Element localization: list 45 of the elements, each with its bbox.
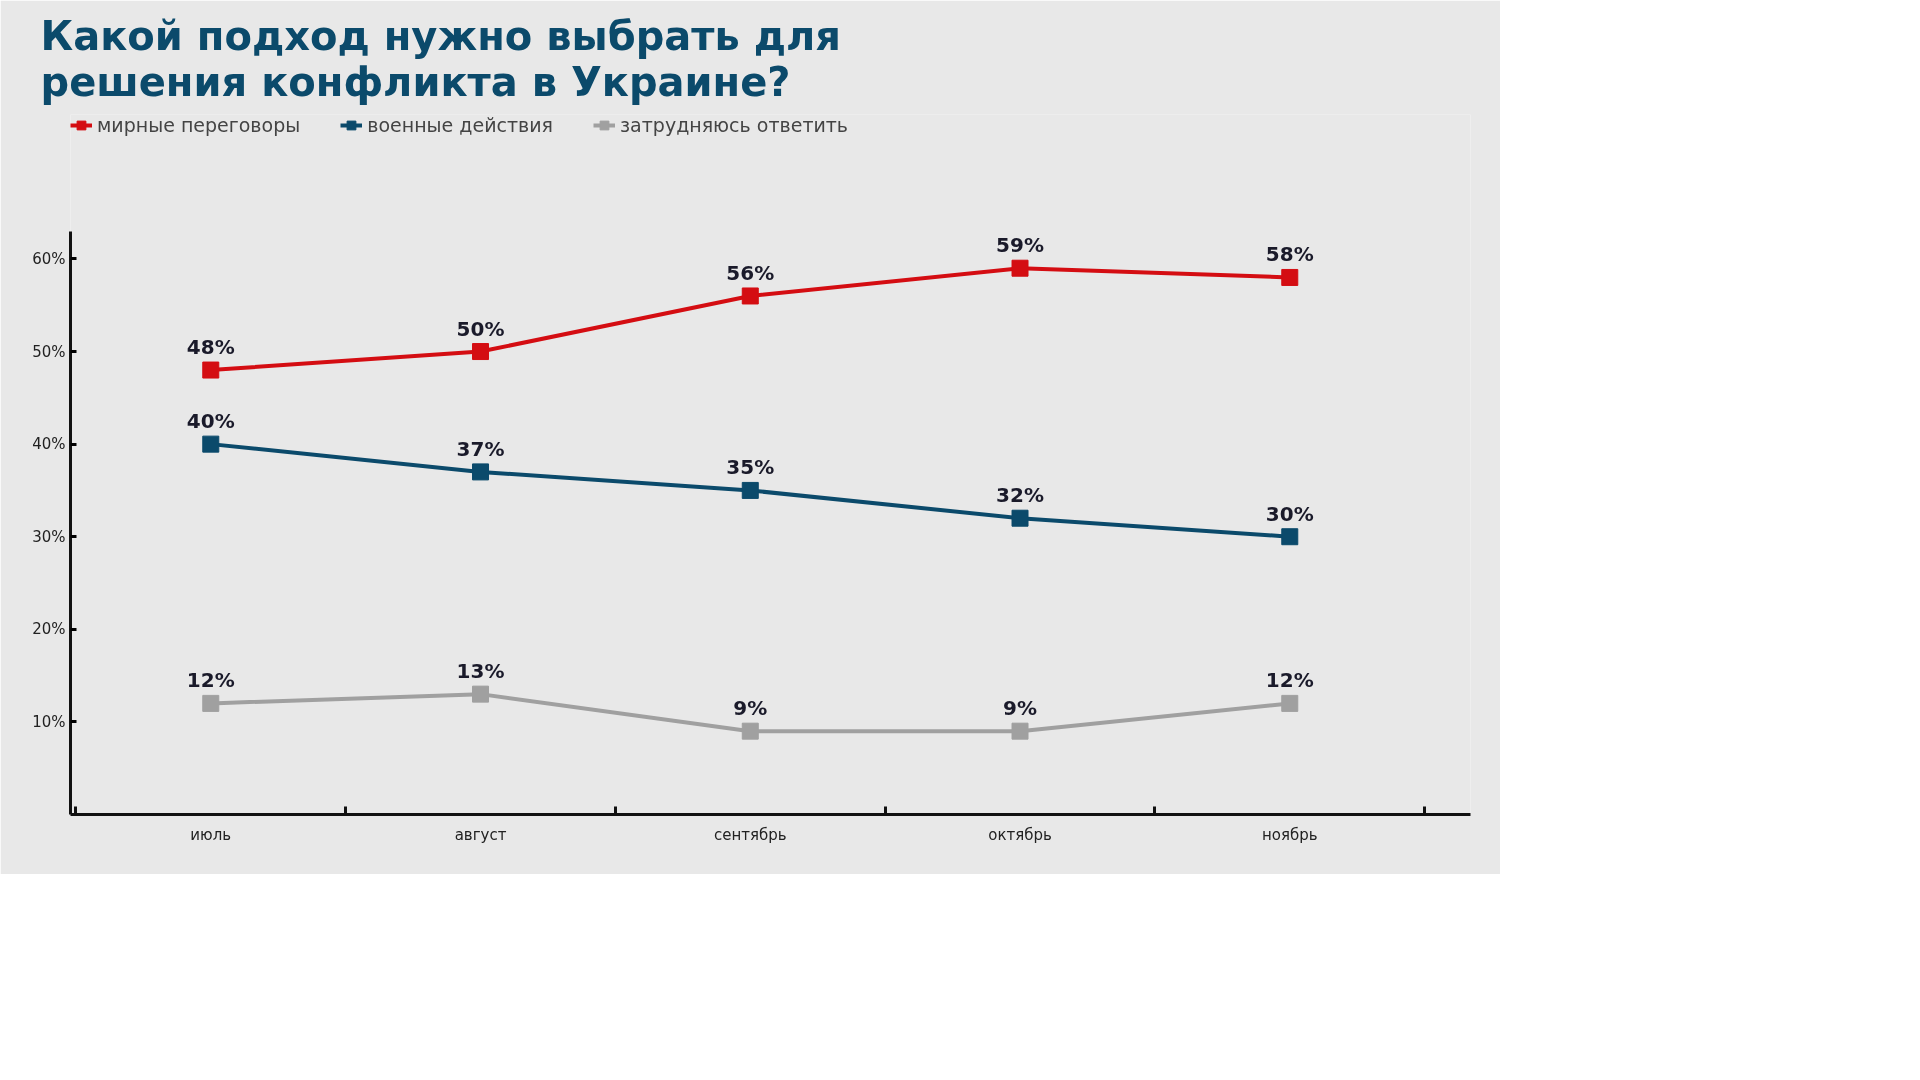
data-label: 50%	[456, 316, 505, 341]
x-tick-label: октябрь	[988, 825, 1052, 844]
x-tick-label: август	[454, 825, 507, 844]
legend-label: затрудняюсь ответить	[620, 114, 849, 136]
data-label: 12%	[1265, 668, 1314, 693]
point	[472, 463, 490, 481]
data-label: 9%	[733, 696, 768, 721]
data-label: 9%	[1003, 696, 1038, 721]
y-tick-label: 40%	[32, 435, 66, 454]
data-label: 32%	[996, 483, 1044, 508]
data-label: 56%	[726, 260, 775, 285]
point	[1011, 259, 1029, 277]
data-label: 13%	[456, 659, 505, 684]
point	[1011, 722, 1029, 740]
y-tick-label: 50%	[32, 342, 66, 361]
point	[472, 343, 490, 361]
point	[202, 361, 220, 379]
point	[741, 481, 759, 499]
y-tick-label: 20%	[32, 620, 66, 639]
point	[472, 685, 490, 703]
point	[741, 722, 759, 740]
x-tick-label: ноябрь	[1261, 825, 1318, 844]
x-tick-label: июль	[190, 825, 232, 844]
data-label: 48%	[186, 335, 235, 360]
legend-label: военные действия	[367, 114, 554, 136]
point	[1011, 509, 1029, 527]
point	[741, 287, 759, 305]
point	[1281, 694, 1299, 712]
data-label: 35%	[726, 455, 775, 480]
data-label: 58%	[1265, 242, 1314, 267]
point	[1281, 268, 1299, 286]
chart-title: Какой подход нужно выбрать для решения конфликта в Украине?	[40, 12, 841, 105]
point	[202, 435, 220, 453]
data-label: 59%	[996, 233, 1044, 258]
y-tick-label: 30%	[32, 527, 66, 546]
y-tick-label: 10%	[32, 712, 66, 731]
point	[1281, 528, 1299, 546]
x-tick-label: сентябрь	[713, 825, 787, 844]
data-label: 12%	[186, 668, 235, 693]
y-tick-label: 60%	[32, 249, 66, 268]
data-label: 30%	[1265, 501, 1314, 526]
data-label: 37%	[456, 436, 505, 461]
data-label: 40%	[186, 409, 235, 434]
legend-label: мирные переговоры	[97, 114, 301, 136]
point	[202, 694, 220, 712]
